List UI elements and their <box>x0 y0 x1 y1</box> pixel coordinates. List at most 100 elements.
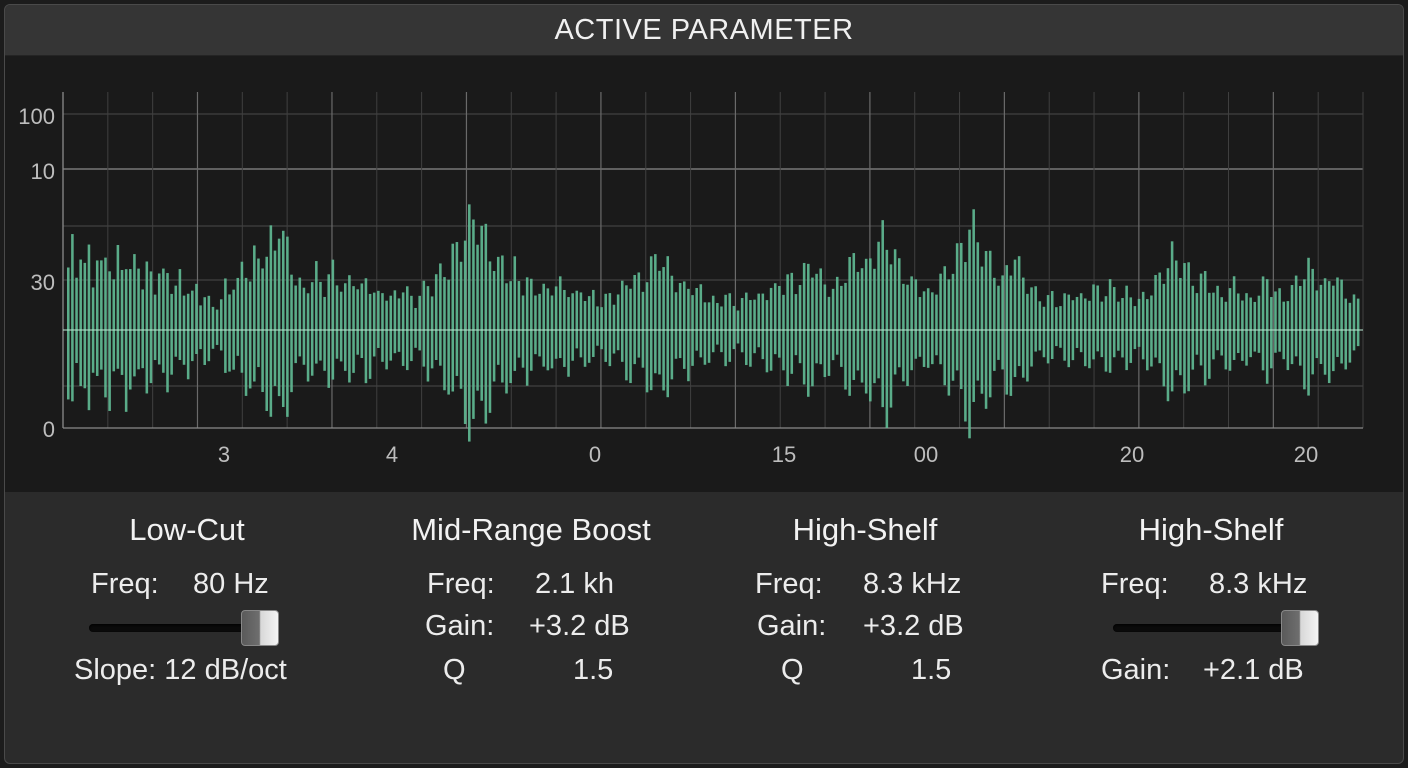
low-cut-slider[interactable] <box>89 610 285 646</box>
spectrum-bar <box>1088 300 1091 369</box>
spectrum-bar <box>604 293 607 362</box>
q-label: Q <box>781 654 804 686</box>
spectrum-bar <box>637 272 641 358</box>
band-name: High-Shelf <box>792 512 938 547</box>
spectrum-bar <box>997 285 1000 360</box>
gain-label: Gain: <box>1101 654 1171 686</box>
spectrum-bar <box>265 256 268 411</box>
spectrum-bar <box>707 302 711 363</box>
spectrum-bar <box>1026 293 1029 382</box>
spectrum-bar <box>798 285 802 364</box>
spectrum-bar <box>1084 298 1087 367</box>
spectrum-bar <box>1079 293 1083 353</box>
spectrum-bar <box>339 291 343 362</box>
spectrum-bar <box>1017 256 1021 367</box>
spectrum-bar <box>860 268 864 383</box>
spectrum-bar <box>1212 292 1215 360</box>
spectrum-bar <box>488 261 492 413</box>
freq-value[interactable]: 2.1 kh <box>535 568 614 600</box>
spectrum-bar <box>79 259 82 387</box>
spectrum-bar <box>149 271 153 384</box>
spectrum-bar <box>1038 301 1042 351</box>
freq-value[interactable]: 8.3 kHz <box>863 568 962 600</box>
slider-thumb[interactable] <box>241 610 279 646</box>
spectrum-bar <box>211 306 215 349</box>
spectrum-bar <box>782 294 785 371</box>
spectrum-bar <box>410 295 413 362</box>
spectrum-bar <box>583 301 587 367</box>
spectrum-bar <box>306 293 310 382</box>
spectrum-bar <box>472 219 475 419</box>
spectrum-bar <box>1170 241 1174 392</box>
spectrum-bar <box>348 275 351 383</box>
spectrum-bar <box>662 267 665 391</box>
spectrum-bar <box>1286 301 1290 371</box>
spectrum-bar <box>1220 297 1223 356</box>
spectrum-bar <box>674 292 678 359</box>
eq-window: ACTIVE PARAMETER 100 10 30 0 3 4 0 15 00 20 20 Low… <box>4 4 1404 764</box>
spectrum-bar <box>422 280 426 367</box>
spectrum-bar <box>1121 298 1124 358</box>
gain-value[interactable]: +2.1 dB <box>1203 654 1304 686</box>
spectrum-bar <box>558 276 562 359</box>
spectrum-bar <box>1348 302 1352 363</box>
slider-track[interactable] <box>1113 624 1303 632</box>
slider-track[interactable] <box>89 624 279 632</box>
spectrum-bar <box>682 281 686 369</box>
spectrum-bar <box>447 279 450 395</box>
spectrum-bar <box>844 282 847 390</box>
spectrum-bar <box>178 269 182 361</box>
y-tick-label: 100 <box>18 104 55 129</box>
slider-thumb[interactable] <box>1281 610 1319 646</box>
spectrum-bar <box>1100 301 1104 358</box>
spectrum-bar <box>1162 283 1166 387</box>
spectrum-bar <box>75 277 78 364</box>
freq-value[interactable]: 80 Hz <box>193 568 269 600</box>
spectrum-bar <box>1050 291 1054 360</box>
spectrum-bar <box>579 292 583 358</box>
spectrum-bar <box>827 296 831 376</box>
spectrum-bar <box>1013 259 1017 378</box>
q-value[interactable]: 1.5 <box>911 654 952 686</box>
spectrum-bar <box>600 307 603 350</box>
y-tick-label: 0 <box>43 417 55 442</box>
spectrum-bar <box>563 289 566 367</box>
spectrum-bar <box>145 261 149 394</box>
spectrum-bar <box>811 277 814 387</box>
freq-label: Freq: <box>1101 568 1169 600</box>
slope-value[interactable]: Slope: 12 dB/oct <box>74 654 287 686</box>
spectrum-bar <box>1092 284 1095 360</box>
q-value[interactable]: 1.5 <box>573 654 614 686</box>
spectrum-bar <box>943 266 947 386</box>
gain-label: Gain: <box>757 610 827 642</box>
freq-value[interactable]: 8.3 kHz <box>1209 568 1308 600</box>
spectrum-bar <box>1059 306 1062 348</box>
spectrum-bar <box>993 277 996 371</box>
spectrum-bar <box>1261 276 1265 371</box>
spectrum-bar <box>459 261 463 389</box>
spectrum-bar <box>885 249 889 429</box>
spectrum-bar <box>968 229 971 439</box>
high-shelf-gain-slider[interactable] <box>1113 610 1319 646</box>
spectrum-bar <box>372 292 376 357</box>
gain-value[interactable]: +3.2 dB <box>863 610 964 642</box>
spectrum-bar <box>1075 296 1079 348</box>
spectrum-bar <box>199 305 202 350</box>
spectrum-bar <box>773 283 777 355</box>
spectrum-bar <box>1249 297 1252 358</box>
spectrum-bar <box>910 276 913 371</box>
spectrum-bar <box>525 277 529 386</box>
spectrum-bar <box>1195 293 1199 355</box>
spectrum-bar <box>1340 279 1343 364</box>
spectrum-bar <box>1332 285 1335 372</box>
spectrum-bar <box>521 295 525 368</box>
spectrum-bar <box>1319 284 1323 364</box>
gain-value[interactable]: +3.2 dB <box>529 610 630 642</box>
spectrum-bar <box>1096 285 1099 352</box>
spectrum-bar <box>104 257 107 398</box>
spectrum-bar <box>889 264 893 408</box>
y-tick-label: 10 <box>31 159 55 184</box>
spectrum-bar <box>439 263 442 366</box>
spectrum-bar <box>236 277 240 356</box>
spectrum-bar <box>501 255 504 383</box>
